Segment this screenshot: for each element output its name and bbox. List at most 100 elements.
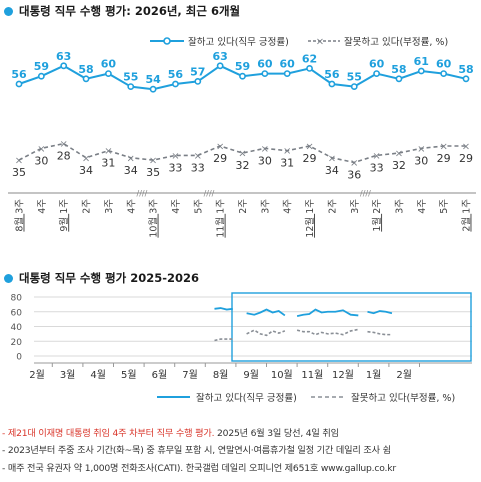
overall-approval-chart: 0 20 40 60 80 2월 3월 4월 5월 6월 7월 8월 9월 10월 11월 12월 1월 2월잘하… (11, 292, 472, 404)
negative-point: × (60, 139, 68, 150)
negative-value-label: 35 (146, 166, 160, 179)
axis-break-mark: //// (360, 189, 371, 198)
x-tick-label: 12월 1주 (304, 199, 316, 238)
positive-value-label: 60 (280, 58, 296, 71)
legend-negative-label: 잘못하고 있다(부정률, %) (351, 392, 455, 404)
x-tick-week: 1주 (59, 199, 70, 214)
chart2-title: 대통령 직무 수행 평가 2025-2026 (4, 270, 199, 286)
x-tick-label: 5주 (439, 199, 450, 214)
positive-value-label: 58 (458, 63, 473, 76)
legend-positive-label: 잘하고 있다(직무 긍정률) (196, 392, 297, 404)
positive-point (395, 75, 403, 83)
x-tick-label: 2주 (238, 199, 249, 214)
negative-point: × (261, 144, 269, 155)
x-month-label: 5월 (121, 369, 137, 381)
positive-point (306, 65, 313, 72)
negative-value-label: 32 (392, 159, 406, 172)
x-tick-label: 4주 (171, 199, 182, 214)
legend-negative-marker: × (316, 37, 324, 48)
positive-point (261, 70, 269, 77)
x-tick-week: 3주 (149, 199, 160, 214)
x-tick-label: 3주 (394, 199, 405, 214)
series-positive-line (296, 308, 359, 318)
positive-value-label: 60 (257, 58, 273, 71)
negative-value-label: 29 (303, 152, 317, 165)
x-tick-month: 2월 (461, 214, 473, 232)
negative-point: × (372, 151, 380, 162)
negative-value-label: 30 (414, 154, 428, 167)
x-tick-week: 2주 (372, 199, 383, 214)
positive-value-label: 60 (101, 58, 117, 71)
series-positive-line (214, 307, 233, 311)
x-month-label: 2월 (29, 369, 45, 381)
x-tick-week: 3주 (350, 199, 361, 214)
x-tick-label: 4주 (417, 199, 428, 214)
x-tick-label: 1월 2주 (371, 199, 383, 232)
x-tick-label: 2주 (327, 199, 338, 214)
positive-point (15, 80, 23, 88)
x-tick-week: 4주 (171, 199, 182, 214)
positive-point (350, 83, 358, 90)
positive-point (373, 70, 380, 77)
negative-point: × (216, 142, 224, 153)
x-month-label: 2월 (396, 369, 412, 381)
x-month-label: 12월 (332, 369, 354, 381)
series-positive-line (367, 310, 393, 315)
series-negative-line (214, 338, 233, 342)
legend-positive-label: 잘하고 있다(직무 긍정률) (188, 36, 289, 48)
y-tick-label: 60 (11, 308, 23, 318)
x-tick-week: 2주 (82, 199, 93, 214)
bullet-icon (4, 274, 13, 283)
negative-value-label: 33 (168, 161, 182, 174)
x-tick-week: 5주 (439, 199, 450, 214)
negative-point: × (462, 142, 470, 153)
x-month-label: 10월 (271, 369, 293, 381)
x-month-label: 11월 (301, 369, 323, 381)
positive-point (194, 78, 202, 85)
positive-value-label: 58 (391, 63, 406, 76)
negative-value-label: 29 (213, 152, 227, 165)
negative-value-label: 33 (370, 161, 384, 174)
x-month-label: 8월 (213, 369, 229, 381)
positive-point (82, 75, 90, 83)
x-tick-month: 11월 (215, 214, 227, 238)
negative-point: × (104, 146, 112, 157)
positive-value-label: 62 (302, 52, 317, 65)
negative-value-label: 31 (101, 157, 115, 170)
x-tick-label: 3주 (350, 199, 361, 214)
x-tick-month: 8월 (14, 214, 26, 232)
x-tick-week: 3주 (15, 199, 26, 214)
positive-value-label: 63 (212, 50, 227, 63)
positive-point (172, 80, 179, 88)
x-tick-week: 4주 (417, 199, 428, 214)
x-month-label: 9월 (243, 369, 259, 381)
x-tick-month: 9월 (58, 214, 70, 232)
positive-value-label: 58 (78, 63, 93, 76)
negative-value-label: 28 (57, 150, 71, 163)
x-tick-label: 3주 (260, 199, 271, 214)
positive-value-label: 56 (324, 68, 340, 81)
negative-point: × (283, 146, 291, 157)
footnote-1: - 제21대 이재명 대통령 취임 4주 차부터 직무 수행 평가. 2025년… (2, 428, 339, 439)
positive-point (462, 75, 470, 83)
axis-break-mark: //// (204, 189, 215, 198)
negative-value-label: 29 (437, 152, 451, 165)
x-tick-month: 1월 (371, 214, 383, 232)
negative-point: × (417, 144, 425, 155)
x-month-label: 6월 (152, 369, 168, 381)
negative-point: × (305, 142, 313, 153)
axis-break-mark: //// (137, 189, 148, 198)
positive-point (440, 70, 448, 77)
x-tick-week: 3주 (260, 199, 271, 214)
positive-point (328, 80, 336, 88)
footnote-3: - 매주 전국 유권자 약 1,000명 전화조사(CATI). 한국갤럽 데일… (2, 462, 396, 474)
positive-point (283, 70, 291, 77)
x-tick-week: 4주 (37, 199, 48, 214)
positive-point (127, 83, 135, 90)
positive-value-label: 57 (190, 65, 205, 78)
negative-value-label: 31 (280, 157, 294, 170)
positive-point (239, 72, 246, 80)
positive-value-label: 60 (369, 58, 385, 71)
x-month-label: 1월 (366, 369, 382, 381)
bullet-icon (4, 7, 13, 16)
